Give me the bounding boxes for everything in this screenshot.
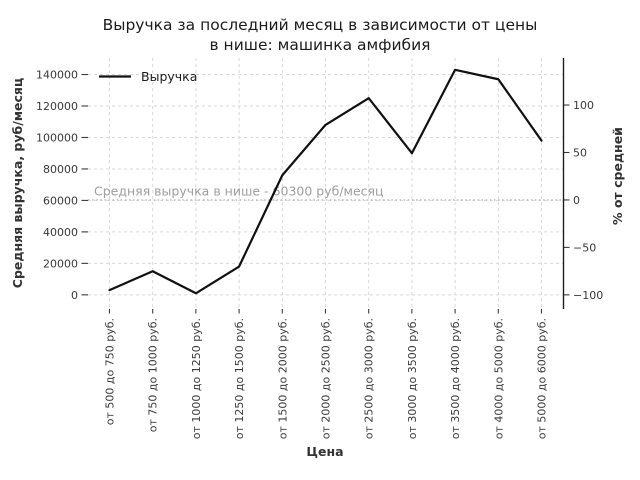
right-axis-ticks: −100 −50 0 50 100 (563, 99, 603, 302)
chart-title-line-2: в нише: машинка амфибия (210, 36, 431, 54)
left-axis-ticks: 0 20000 40000 60000 80000 100000 120000 140000 (36, 69, 88, 302)
y-axis-title-left: Средняя выручка, руб/месяц (10, 78, 25, 288)
x-axis-tick-label: от 1000 до 1250 руб. (190, 318, 203, 439)
x-axis-ticks: от 500 до 750 руб. от 750 до 1000 руб. от … (104, 309, 549, 439)
x-axis-tick-label: от 3500 до 4000 руб. (449, 318, 462, 439)
y-axis-title-right: % от средней (610, 127, 625, 225)
y-axis-left-tick-label: 60000 (43, 194, 78, 207)
x-axis-tick-label: от 750 до 1000 руб. (147, 318, 160, 432)
x-axis-tick-label: от 1250 до 1500 руб. (233, 318, 246, 439)
y-axis-right-tick-label: −50 (573, 241, 596, 254)
legend: Выручка (99, 69, 197, 84)
y-axis-left-tick-label: 20000 (43, 257, 78, 270)
y-axis-right-tick-label: −100 (573, 289, 603, 302)
y-axis-left-tick-label: 40000 (43, 226, 78, 239)
x-axis-tick-label: от 500 до 750 руб. (104, 318, 117, 425)
x-axis-tick-label: от 3000 до 3500 руб. (406, 318, 419, 439)
y-axis-left-tick-label: 80000 (43, 163, 78, 176)
chart-title-line-1: Выручка за последний месяц в зависимости… (103, 16, 538, 34)
y-axis-left-tick-label: 120000 (36, 100, 78, 113)
x-axis-title: Цена (306, 444, 343, 459)
mean-revenue-annotation: Средняя выручка в нише - 60300 руб/месяц (94, 183, 384, 198)
x-axis-tick-label: от 2500 до 3000 руб. (363, 318, 376, 439)
y-axis-left-tick-label: 100000 (36, 131, 78, 144)
y-axis-right-tick-label: 0 (573, 194, 580, 207)
x-axis-tick-label: от 5000 до 6000 руб. (536, 318, 549, 439)
revenue-series-line (108, 68, 543, 295)
y-axis-right-tick-label: 100 (573, 99, 594, 112)
y-axis-right-tick-label: 50 (573, 146, 587, 159)
x-axis-tick-label: от 1500 до 2000 руб. (276, 318, 289, 439)
y-axis-left-tick-label: 0 (71, 289, 78, 302)
y-axis-left-tick-label: 140000 (36, 69, 78, 82)
legend-entry-revenue: Выручка (141, 69, 197, 84)
x-axis-tick-label: от 4000 до 5000 руб. (492, 318, 505, 439)
x-axis-tick-label: от 2000 до 2500 руб. (320, 318, 333, 439)
